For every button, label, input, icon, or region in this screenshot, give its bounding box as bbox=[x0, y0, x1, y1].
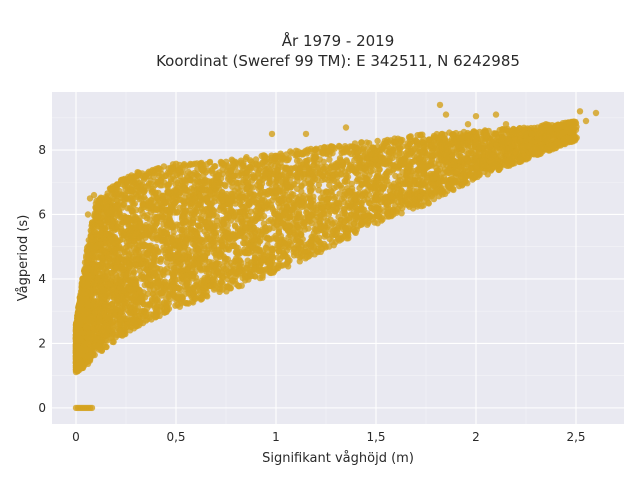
data-point bbox=[235, 179, 242, 186]
data-point bbox=[307, 187, 315, 195]
data-point bbox=[139, 210, 146, 217]
data-point bbox=[467, 143, 475, 151]
data-point bbox=[249, 192, 256, 199]
data-point bbox=[420, 136, 427, 143]
data-point bbox=[374, 137, 381, 145]
data-point bbox=[423, 195, 430, 202]
data-point bbox=[160, 192, 167, 199]
data-point bbox=[293, 157, 301, 164]
data-point bbox=[225, 283, 232, 291]
data-point bbox=[143, 214, 151, 222]
data-point bbox=[184, 259, 191, 266]
data-point bbox=[167, 262, 174, 270]
data-point bbox=[326, 181, 333, 189]
data-point bbox=[121, 248, 128, 255]
data-point bbox=[221, 258, 229, 265]
data-points bbox=[72, 101, 600, 412]
data-point bbox=[195, 215, 203, 222]
data-point bbox=[396, 176, 403, 184]
data-point bbox=[315, 181, 323, 189]
data-point bbox=[484, 171, 491, 178]
data-point bbox=[99, 260, 106, 267]
data-point bbox=[172, 181, 180, 188]
data-point bbox=[358, 139, 365, 146]
data-point bbox=[312, 146, 319, 154]
data-point bbox=[213, 217, 221, 224]
data-point bbox=[296, 258, 303, 265]
data-point bbox=[531, 124, 538, 132]
data-point bbox=[326, 156, 333, 163]
data-point bbox=[290, 205, 297, 213]
data-point bbox=[139, 201, 146, 208]
data-point bbox=[415, 172, 422, 179]
data-point bbox=[189, 219, 197, 227]
data-point bbox=[328, 232, 336, 240]
data-point bbox=[285, 233, 292, 241]
data-point bbox=[225, 175, 232, 183]
data-point bbox=[281, 191, 289, 198]
data-point bbox=[288, 199, 296, 206]
data-point bbox=[223, 272, 231, 279]
data-point bbox=[277, 173, 285, 180]
data-point bbox=[344, 230, 351, 237]
data-point bbox=[351, 157, 358, 164]
data-point bbox=[124, 242, 131, 250]
chart-title-line1: År 1979 - 2019 bbox=[282, 31, 395, 50]
data-point bbox=[157, 255, 164, 263]
data-point bbox=[467, 165, 475, 172]
data-point bbox=[124, 178, 131, 185]
data-point bbox=[314, 176, 321, 184]
data-point bbox=[381, 137, 389, 145]
data-point bbox=[336, 190, 343, 197]
data-point bbox=[406, 181, 413, 189]
data-point bbox=[306, 192, 313, 200]
data-point bbox=[149, 188, 156, 195]
data-point bbox=[153, 265, 160, 272]
data-point bbox=[458, 182, 466, 189]
data-point bbox=[320, 158, 327, 165]
data-point bbox=[106, 262, 114, 270]
data-point bbox=[303, 253, 311, 261]
chart-title-line2: Koordinat (Sweref 99 TM): E 342511, N 62… bbox=[156, 52, 520, 70]
data-point bbox=[341, 210, 348, 217]
data-point bbox=[237, 157, 245, 164]
data-point bbox=[259, 159, 266, 166]
data-point bbox=[332, 193, 339, 201]
data-point bbox=[182, 180, 189, 188]
data-point bbox=[178, 231, 186, 238]
data-point bbox=[188, 185, 195, 192]
data-point bbox=[341, 198, 348, 206]
data-point bbox=[197, 289, 204, 296]
data-point bbox=[325, 226, 333, 233]
data-point bbox=[182, 163, 189, 170]
data-point bbox=[227, 217, 235, 224]
data-point bbox=[321, 233, 328, 240]
data-point bbox=[155, 165, 162, 172]
data-point bbox=[89, 260, 97, 267]
data-point bbox=[205, 270, 213, 277]
data-point bbox=[152, 181, 159, 189]
data-point bbox=[181, 186, 188, 193]
data-point bbox=[178, 278, 185, 285]
data-point bbox=[234, 282, 242, 289]
data-point bbox=[481, 162, 489, 169]
data-point bbox=[462, 174, 469, 181]
data-point bbox=[342, 178, 349, 186]
data-point bbox=[354, 171, 362, 178]
